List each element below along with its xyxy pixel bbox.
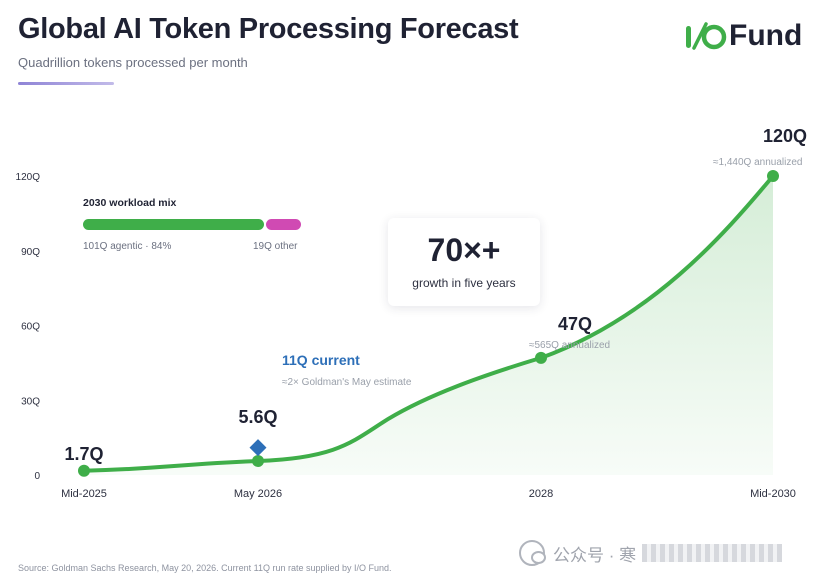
data-point [767,170,779,182]
current-run-rate-label: 11Q current [282,352,360,368]
series-area-fill [84,176,773,475]
data-sublabel: ≈565Q annualized [529,340,610,351]
data-label: 1.7Q [64,444,103,464]
series-line [82,174,775,473]
workload-mix-agentic-bar [83,219,264,230]
x-tick-label: Mid-2030 [750,488,796,500]
growth-callout-label: growth in five years [412,276,516,290]
growth-callout-value: 70×+ [427,232,501,268]
logo-text: Fund [729,19,803,52]
workload-mix-other-label: 19Q other [253,241,298,252]
y-tick-label: 30Q [21,396,40,407]
x-tick-label: May 2026 [234,488,282,500]
x-tick-label: 2028 [529,488,553,500]
current-run-rate-sublabel: ≈2× Goldman's May estimate [282,377,412,388]
wechat-icon [519,540,546,566]
workload-mix-other-bar [266,219,301,230]
data-label: 120Q [763,126,807,146]
watermark-text: 公众号 · 寒 [553,545,637,565]
data-point [535,351,547,364]
y-tick-label: 60Q [21,322,40,333]
current-run-rate-marker [249,439,267,457]
watermark: 公众号 · 寒 [519,540,783,566]
chart-subtitle: Quadrillion tokens processed per month [18,55,248,70]
chart-title: Global AI Token Processing Forecast [18,13,519,45]
workload-mix-title: 2030 workload mix [83,197,177,209]
data-point [78,464,90,477]
data-point [252,455,264,468]
watermark-blurred-text [642,544,783,562]
data-sublabel: ≈1,440Q annualized [713,157,802,168]
data-label: 47Q [558,314,592,334]
y-tick-label: 90Q [21,247,40,258]
io-logo-mark-icon [686,22,727,50]
io-fund-logo: Fund [684,18,802,54]
y-tick-label: 0 [34,471,40,482]
data-label: 5.6Q [238,407,277,427]
source-note: Source: Goldman Sachs Research, May 20, … [18,563,392,573]
growth-callout-card: 70×+ growth in five years [388,218,540,306]
y-tick-label: 120Q [16,172,41,183]
x-tick-label: Mid-2025 [61,488,107,500]
workload-mix-agentic-label: 101Q agentic · 84% [83,241,172,252]
title-accent-rule [18,82,114,85]
